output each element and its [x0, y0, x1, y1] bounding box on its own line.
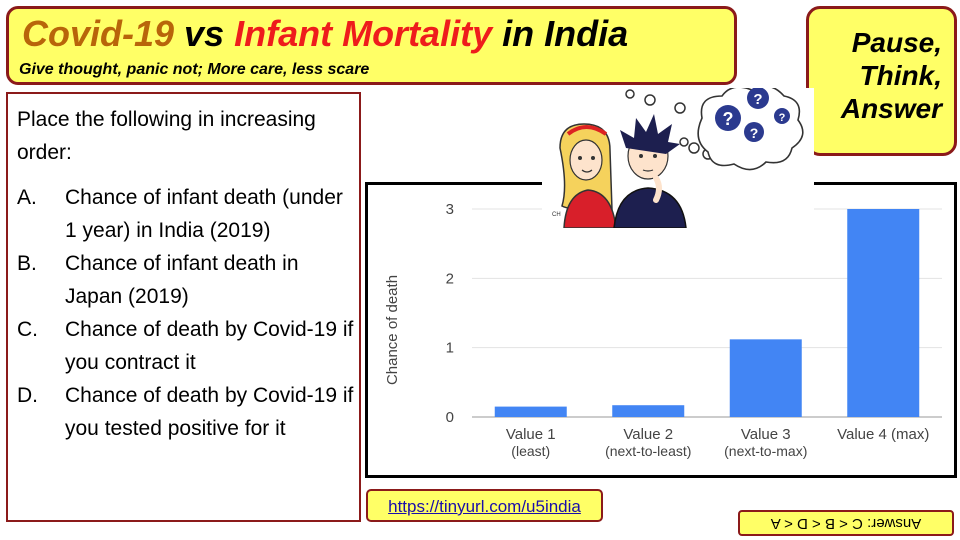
pause-word: Pause, — [851, 27, 942, 58]
list-item-letter: D. — [17, 384, 38, 407]
bar — [847, 209, 920, 417]
y-axis-label: Chance of death — [384, 275, 401, 385]
page-subtitle: Give thought, panic not; More care, less… — [19, 61, 370, 78]
think-word: Think, — [859, 59, 942, 91]
pause-think-answer-box: Pause, Think, Answer — [806, 6, 957, 156]
title-in-india: in India — [492, 13, 629, 54]
svg-text:?: ? — [753, 91, 762, 108]
title-covid: Covid-19 — [22, 13, 175, 54]
y-tick-label: 2 — [446, 270, 454, 287]
x-tick-label: Value 4 (max) — [837, 426, 929, 443]
bar-chart: 0 1 2 3 Value 1(least) Value 2(next-to-least)… — [384, 201, 942, 459]
source-link[interactable]: https://tinyurl.com/u5india — [388, 497, 581, 516]
list-item: A. Chance of infant death (under 1 year) … — [17, 181, 357, 247]
chart-frame: 0 1 2 3 Value 1 (least) Value 2 (next-to-least)… — [365, 182, 957, 478]
svg-text:?: ? — [750, 125, 759, 141]
list-item: C. Chance of death by Covid-19 if you con… — [17, 313, 357, 379]
question-panel: Place the following in increasing order:… — [6, 92, 361, 522]
list-item-text: Chance of infant death in Japan (2019) — [65, 252, 299, 308]
bar — [612, 405, 685, 417]
x-tick-label: Value 3 — [741, 426, 791, 443]
thought-cloud-icon: ? ? ? ? — [625, 85, 804, 171]
upside-down-answer: Answer: C < B < D < A — [770, 515, 922, 532]
x-tick-label: Value 2 — [623, 426, 673, 443]
title-infant-mortality: Infant Mortality — [234, 13, 493, 54]
x-tick-label: (next-to-max) — [724, 443, 807, 459]
svg-text:?: ? — [779, 112, 786, 124]
list-item-text: Chance of death by Covid-19 if you contr… — [65, 318, 354, 374]
boy-figure-icon — [613, 114, 687, 229]
girl-figure-icon: CH — [552, 123, 617, 229]
list-item-letter: B. — [17, 252, 37, 275]
y-tick-label: 0 — [446, 409, 454, 426]
answer-word: Answer — [840, 92, 942, 124]
question-intro: Place the following in increasing order: — [17, 108, 316, 164]
answer-box: Answer: C < B < D < A — [738, 510, 954, 536]
title-banner: Covid-19 vs Infant Mortality in India Gi… — [6, 6, 737, 85]
artist-signature: CH — [552, 212, 561, 218]
list-item-text: Chance of infant death (under 1 year) in… — [65, 186, 343, 242]
y-tick-label: 3 — [446, 201, 454, 218]
list-item: B. Chance of infant death in Japan (2019) — [17, 247, 357, 313]
x-tick-label: Value 1 — [506, 426, 556, 443]
svg-text:?: ? — [723, 109, 734, 129]
list-item-letter: C. — [17, 318, 38, 341]
source-link-box: https://tinyurl.com/u5india — [366, 489, 603, 522]
list-item: D. Chance of death by Covid-19 if you tes… — [17, 379, 357, 445]
title-vs: vs — [174, 13, 235, 54]
list-item-text: Chance of death by Covid-19 if you teste… — [65, 384, 354, 440]
bar — [729, 339, 802, 417]
y-tick-label: 1 — [446, 340, 454, 357]
list-item-letter: A. — [17, 186, 37, 209]
question-list: A. Chance of infant death (under 1 year) … — [17, 181, 357, 445]
x-tick-label: (next-to-least) — [605, 443, 691, 459]
x-tick-label: (least) — [511, 443, 550, 459]
pause-think-answer-text: Pause, Think, Answer — [841, 27, 942, 125]
page-title: Covid-19 vs Infant Mortality in India — [22, 15, 628, 53]
bar — [494, 406, 567, 417]
thinking-kids-illustration: ? ? ? ? CH — [542, 85, 814, 229]
